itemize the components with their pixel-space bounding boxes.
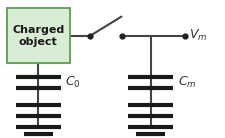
Text: $V_m$: $V_m$ [189, 28, 208, 43]
Text: $C_m$: $C_m$ [178, 75, 196, 90]
Text: $C_0$: $C_0$ [65, 75, 81, 90]
FancyBboxPatch shape [7, 8, 70, 63]
Text: Charged
object: Charged object [12, 25, 64, 47]
